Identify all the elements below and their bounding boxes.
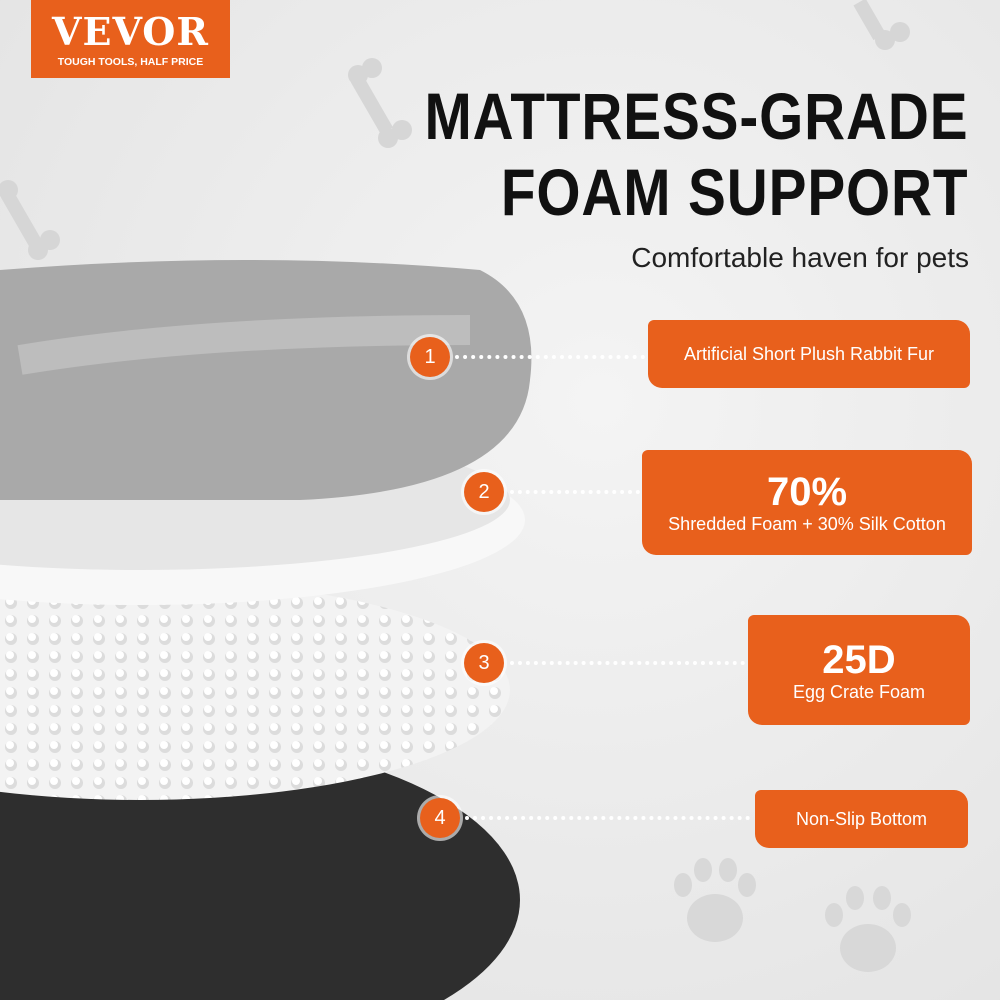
bone-icon — [853, 0, 910, 50]
layer-label-4: Non-Slip Bottom — [755, 790, 968, 848]
plush-cushion — [0, 260, 532, 500]
layer-badge-1: 1 — [410, 337, 450, 377]
layer-label-2: 70% Shredded Foam + 30% Silk Cotton — [642, 450, 972, 555]
layer-label-1: Artificial Short Plush Rabbit Fur — [648, 320, 970, 388]
non-slip-bottom — [0, 735, 520, 1000]
paw-icon — [825, 886, 911, 972]
connector-line-2 — [510, 490, 640, 494]
subtitle: Comfortable haven for pets — [631, 242, 969, 273]
page-title: MATTRESS-GRADE FOAM SUPPORT — [424, 78, 968, 230]
logo-tagline: TOUGH TOOLS, HALF PRICE — [57, 56, 204, 68]
connector-line-3 — [510, 661, 745, 665]
layer-badge-2: 2 — [464, 472, 504, 512]
layer-label-3: 25D Egg Crate Foam — [748, 615, 970, 725]
bone-icon — [0, 180, 60, 260]
layer-badge-4: 4 — [420, 798, 460, 838]
layer-text: Shredded Foam + 30% Silk Cotton — [668, 514, 946, 534]
layer-text: Egg Crate Foam — [792, 681, 926, 702]
bone-icon — [348, 58, 412, 148]
title-line-2: FOAM SUPPORT — [500, 155, 968, 229]
vevor-logo: VEVOR TOUGH TOOLS, HALF PRICE — [31, 0, 230, 78]
paw-icon — [674, 858, 756, 942]
layer-text: Non-Slip Bottom — [795, 808, 928, 829]
layer-highlight: 25D — [822, 637, 896, 682]
connector-line-4 — [465, 816, 750, 820]
layer-text: Artificial Short Plush Rabbit Fur — [683, 343, 935, 364]
connector-line-1 — [455, 355, 645, 359]
layer-badge-3: 3 — [464, 643, 504, 683]
title-line-1: MATTRESS-GRADE — [424, 79, 968, 153]
logo-brand: VEVOR — [52, 9, 209, 54]
layer-highlight: 70% — [766, 470, 848, 514]
egg-crate-foam — [0, 580, 510, 800]
